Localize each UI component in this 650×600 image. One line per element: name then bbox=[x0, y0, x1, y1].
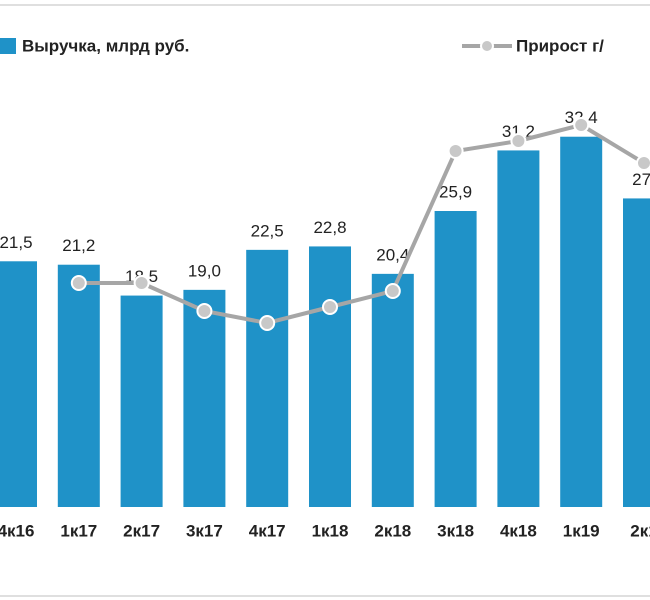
x-tick-label: 4к16 bbox=[0, 521, 34, 540]
x-tick-label: 1к17 bbox=[60, 521, 97, 540]
x-tick-label: 2к17 bbox=[123, 521, 160, 540]
x-tick-label: 3к18 bbox=[437, 521, 474, 540]
value-label: 27, bbox=[632, 170, 650, 189]
line-marker bbox=[573, 117, 590, 133]
x-tick-label: 1к18 bbox=[312, 521, 349, 540]
line-marker bbox=[322, 299, 338, 315]
x-tick-label: 3к17 bbox=[186, 521, 223, 540]
line-marker bbox=[259, 315, 276, 331]
legend-marker bbox=[480, 39, 494, 53]
bar bbox=[371, 273, 414, 507]
value-label: 31,2 bbox=[502, 122, 535, 141]
value-label: 19,0 bbox=[188, 261, 221, 280]
value-label: 22,8 bbox=[313, 218, 346, 237]
bar bbox=[623, 198, 650, 507]
value-label: 25,9 bbox=[439, 182, 472, 201]
bar bbox=[0, 261, 37, 507]
x-tick-label: 4к18 bbox=[500, 521, 537, 540]
bar bbox=[120, 295, 163, 507]
bar bbox=[309, 246, 351, 507]
bar bbox=[246, 249, 289, 507]
x-tick-label: 1к19 bbox=[563, 521, 600, 540]
line-marker bbox=[636, 155, 650, 171]
legend-swatch bbox=[0, 38, 16, 54]
line-marker bbox=[133, 275, 150, 291]
legend-label: Выручка, млрд руб. bbox=[22, 36, 189, 55]
bar bbox=[434, 211, 477, 507]
bar bbox=[497, 150, 540, 507]
line-marker bbox=[510, 133, 527, 149]
line-marker bbox=[196, 303, 213, 319]
line-marker bbox=[447, 143, 464, 159]
bar bbox=[57, 264, 100, 507]
legend-label: Прирост г/ bbox=[516, 36, 604, 55]
value-label: 22,5 bbox=[251, 221, 284, 240]
value-label: 21,2 bbox=[62, 236, 95, 255]
value-label: 20,4 bbox=[376, 245, 409, 264]
bar bbox=[183, 289, 226, 507]
line-marker bbox=[70, 275, 87, 291]
x-tick-label: 2к18 bbox=[374, 521, 411, 540]
value-label: 21,5 bbox=[0, 233, 33, 252]
x-tick-label: 4к17 bbox=[249, 521, 286, 540]
line-marker bbox=[384, 283, 401, 299]
bar bbox=[560, 136, 603, 507]
line bbox=[78, 122, 646, 326]
x-tick-label: 2к1 bbox=[630, 521, 650, 540]
